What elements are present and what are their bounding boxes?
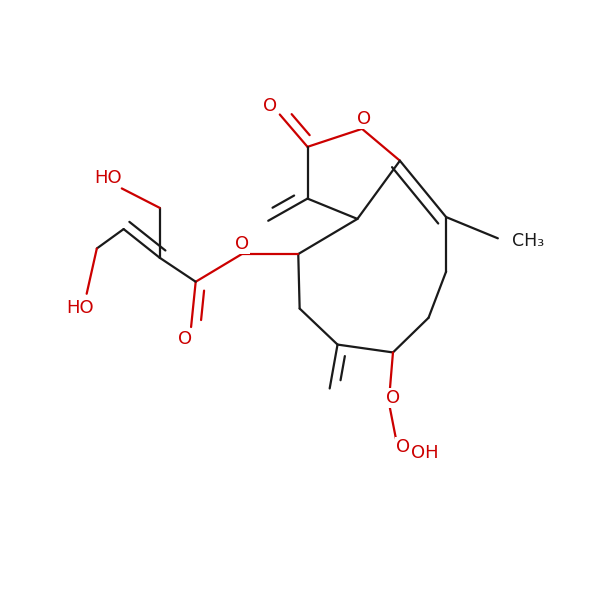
Text: OH: OH: [410, 443, 438, 461]
Text: O: O: [396, 438, 410, 456]
Text: O: O: [178, 330, 193, 348]
Text: CH₃: CH₃: [512, 232, 544, 250]
Text: O: O: [263, 97, 277, 115]
Text: HO: HO: [66, 299, 94, 317]
Text: HO: HO: [94, 169, 122, 187]
Text: O: O: [386, 389, 400, 407]
Text: O: O: [235, 235, 249, 253]
Text: O: O: [357, 110, 371, 128]
